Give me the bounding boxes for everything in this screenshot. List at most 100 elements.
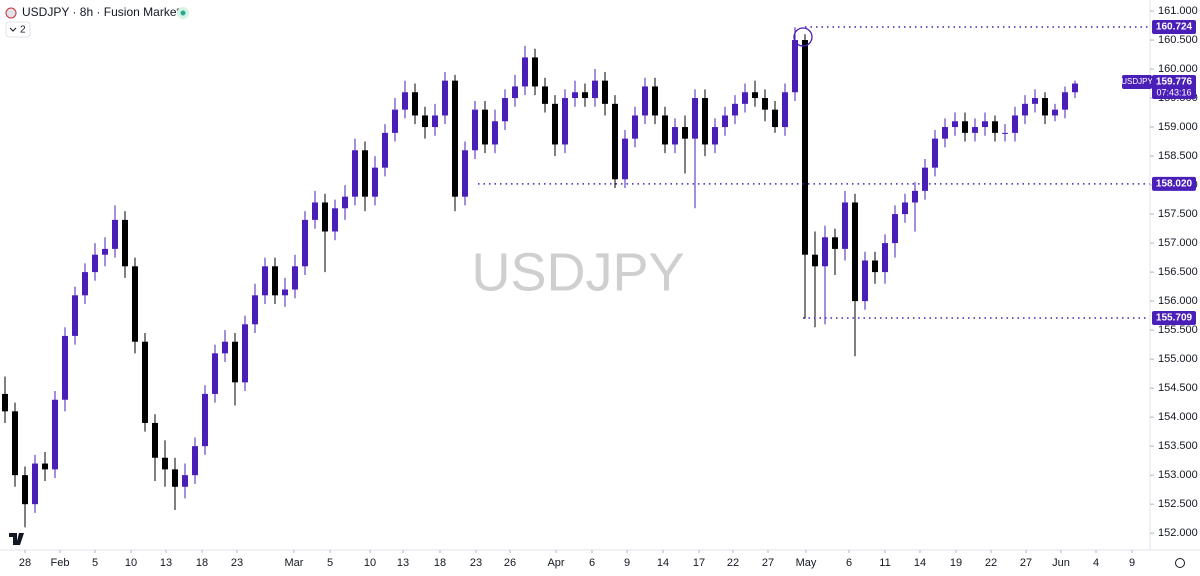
candle-body xyxy=(112,219,118,249)
y-tick-label: 152.500 xyxy=(1158,498,1198,510)
candle-body xyxy=(492,121,498,145)
y-tick-label: 157.000 xyxy=(1158,237,1198,249)
x-tick-label: 23 xyxy=(470,557,482,569)
tv-logo[interactable] xyxy=(9,533,24,545)
candle-body xyxy=(742,92,748,104)
x-tick-label: 27 xyxy=(762,557,774,569)
candle-body xyxy=(42,463,48,470)
candle-body xyxy=(712,127,718,145)
candle-body xyxy=(762,98,768,110)
x-tick-label: 4 xyxy=(1093,557,1099,569)
y-tick-label: 156.000 xyxy=(1158,295,1198,307)
y-tick-label: 161.000 xyxy=(1158,5,1198,17)
candle-body xyxy=(912,190,918,203)
candle-body xyxy=(1042,98,1048,116)
candle-body xyxy=(262,266,268,296)
candle-body xyxy=(812,254,818,267)
candle-body xyxy=(732,103,738,116)
candle-body xyxy=(1012,115,1018,133)
candle-body xyxy=(792,40,798,93)
x-tick-label: Apr xyxy=(547,557,564,569)
candle-body xyxy=(922,167,928,191)
candle-body xyxy=(1072,83,1078,93)
y-tick-label: 157.500 xyxy=(1158,208,1198,220)
candle-body xyxy=(382,132,388,168)
candle-body xyxy=(122,219,128,267)
candle-body xyxy=(92,254,98,273)
candle-body xyxy=(992,121,998,133)
high-annotation xyxy=(793,27,813,47)
candle-body xyxy=(142,341,148,423)
candle-body xyxy=(472,109,478,151)
candle-body xyxy=(222,341,228,354)
candle-body xyxy=(982,121,988,128)
x-tick-label: 6 xyxy=(589,557,595,569)
y-tick-label: 158.500 xyxy=(1158,150,1198,162)
x-tick-label: Feb xyxy=(51,557,70,569)
x-tick-label: 22 xyxy=(727,557,739,569)
symbol-flag xyxy=(5,7,17,19)
x-tick-label: 18 xyxy=(196,557,208,569)
candle-body xyxy=(652,86,658,116)
candle-body xyxy=(932,138,938,168)
level-label-box xyxy=(1152,20,1196,35)
candle-body xyxy=(832,237,838,249)
candle-body xyxy=(322,202,328,232)
x-tick-label: Jun xyxy=(1052,557,1070,569)
candle-body xyxy=(892,214,898,244)
candle-body xyxy=(392,109,398,133)
candle-body xyxy=(522,57,528,87)
candle-body xyxy=(332,208,338,232)
x-tick-label: 18 xyxy=(434,557,446,569)
candle-body xyxy=(462,150,468,197)
chart-title[interactable]: USDJPY · 8h · Fusion Markets xyxy=(22,5,186,19)
plot-area xyxy=(2,26,1150,528)
countdown: 07:43:16 xyxy=(1156,87,1191,97)
x-tick-label: 19 xyxy=(950,557,962,569)
candle-body xyxy=(882,243,888,273)
level-label: 155.709 xyxy=(1156,313,1193,324)
candle-body xyxy=(2,393,8,412)
level-label: 160.724 xyxy=(1156,22,1193,33)
candle-body xyxy=(572,92,578,99)
y-tick-label: 160.500 xyxy=(1158,34,1198,46)
chevron-icon xyxy=(9,27,17,32)
candle-body xyxy=(1032,98,1038,104)
candle-body xyxy=(552,103,558,145)
settings-icon[interactable] xyxy=(1175,558,1185,568)
candle-body xyxy=(432,115,438,128)
candle-body xyxy=(302,219,308,267)
candle-body xyxy=(102,248,108,255)
candle-body xyxy=(62,335,68,400)
candle-body xyxy=(692,98,698,139)
x-tick-label: 23 xyxy=(231,557,243,569)
candle-body xyxy=(862,260,868,302)
x-tick-label: 5 xyxy=(327,557,333,569)
x-tick-label: 10 xyxy=(125,557,137,569)
x-tick-label: May xyxy=(796,557,817,569)
candle-body xyxy=(672,127,678,145)
candle-body xyxy=(452,80,458,197)
y-tick-label: 159.000 xyxy=(1158,121,1198,133)
last-symbol-box xyxy=(1122,75,1152,90)
candle-body xyxy=(582,92,588,99)
last-symbol: USDJPY xyxy=(1121,77,1153,86)
candle-body xyxy=(192,446,198,476)
x-tick-label: 9 xyxy=(1129,557,1135,569)
study-count: 2 xyxy=(20,25,26,36)
candle-body xyxy=(162,457,168,470)
candle-body xyxy=(612,103,618,180)
candle-body xyxy=(872,260,878,273)
candle-body xyxy=(212,353,218,394)
y-tick-label: 156.500 xyxy=(1158,266,1198,278)
candle-body xyxy=(562,98,568,145)
candle-body xyxy=(682,127,688,139)
candle-body xyxy=(852,202,858,302)
legend-toggle[interactable] xyxy=(5,21,31,38)
candle-body xyxy=(1022,103,1028,116)
x-tick-label: 13 xyxy=(397,557,409,569)
candle-body xyxy=(502,98,508,122)
candle-body xyxy=(232,341,238,383)
level-label-box xyxy=(1152,176,1196,191)
x-tick-label: 13 xyxy=(160,557,172,569)
